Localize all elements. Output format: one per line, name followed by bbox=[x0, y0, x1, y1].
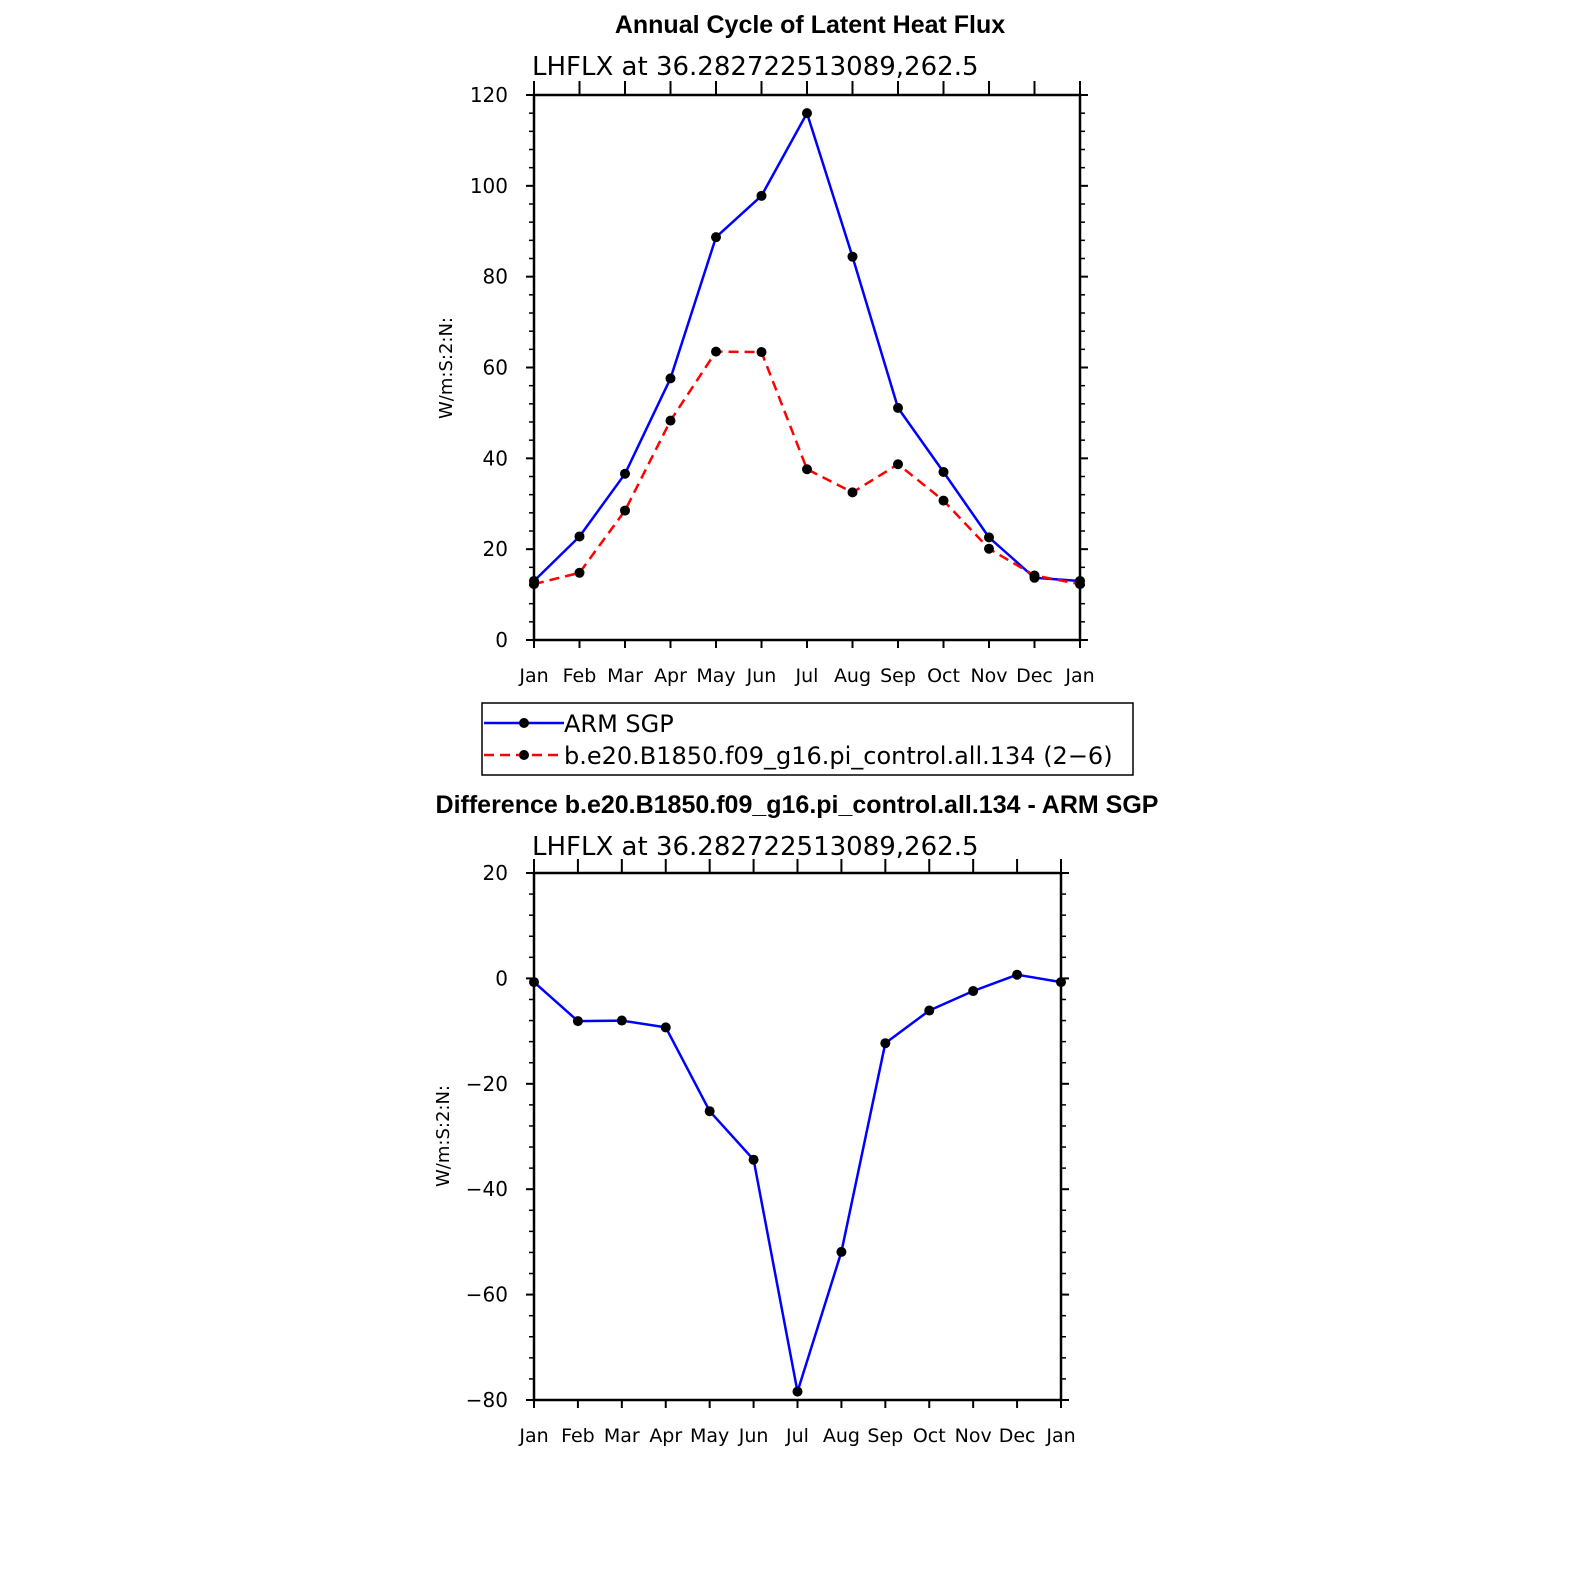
chart1-xtick-label: Aug bbox=[834, 665, 871, 687]
chart1-series-1-point bbox=[620, 505, 630, 516]
chart2-series-0-point bbox=[572, 1016, 583, 1027]
chart2-series-0-point bbox=[616, 1015, 627, 1026]
chart1-series-0-point bbox=[847, 251, 858, 262]
chart2-series-0-point bbox=[748, 1154, 759, 1165]
chart2-ytick-label: −80 bbox=[466, 1388, 508, 1412]
chart2-ytick-label: −60 bbox=[466, 1283, 508, 1307]
chart2-xtick-label: Jun bbox=[738, 1425, 769, 1447]
chart1-xtick-label: Feb bbox=[563, 665, 597, 687]
chart2-xtick-label: Apr bbox=[649, 1425, 682, 1447]
chart2-xtick-label: Dec bbox=[999, 1425, 1036, 1447]
chart1-ytick-label: 100 bbox=[470, 174, 508, 198]
chart1-series-0-point bbox=[893, 402, 903, 413]
chart2-xtick-label: Feb bbox=[561, 1425, 595, 1447]
chart1-ytick-label: 120 bbox=[470, 83, 508, 107]
chart1-series-0-point bbox=[984, 532, 994, 543]
chart1-series-1-point bbox=[847, 487, 858, 498]
chart2-title: Difference b.e20.B1850.f09_g16.pi_contro… bbox=[436, 791, 1159, 819]
chart1-ytick-label: 40 bbox=[483, 446, 508, 470]
chart2-series-0-point bbox=[529, 977, 539, 988]
chart2-ylabel: W/m:S:2:N: bbox=[433, 1085, 454, 1187]
chart1-series-0-point bbox=[938, 466, 949, 477]
chart1-xtick-label: Dec bbox=[1016, 665, 1053, 687]
chart1-series-0-point bbox=[756, 190, 767, 201]
chart1-series-1-point bbox=[893, 459, 903, 470]
chart2-xtick-label: Sep bbox=[867, 1425, 903, 1447]
chart2-series-0-point bbox=[924, 1005, 935, 1016]
legend-label-model: b.e20.B1850.f09_g16.pi_control.all.134 (… bbox=[564, 742, 1113, 770]
chart2-plot: Jan Feb Mar Apr May Jun Jul Aug Sep Oct Nov Dec Jan−… bbox=[466, 859, 1076, 1447]
chart2-xtick-label: Mar bbox=[604, 1425, 640, 1447]
chart2-series-0-point bbox=[836, 1246, 847, 1257]
chart2-series-0-point bbox=[968, 986, 979, 997]
chart2-ytick-label: 0 bbox=[495, 966, 508, 990]
chart2-ytick-label: 20 bbox=[483, 861, 508, 885]
legend-marker-arm-sgp bbox=[519, 718, 529, 728]
chart1-series-1-point bbox=[756, 347, 767, 358]
chart2-ytick-label: −40 bbox=[466, 1177, 508, 1201]
chart1-frame bbox=[532, 93, 1082, 642]
chart1-series-1-point bbox=[984, 543, 994, 554]
chart1-xtick-label: May bbox=[696, 665, 735, 687]
chart1-xtick-label: Mar bbox=[607, 665, 643, 687]
chart2-series-0-point bbox=[1056, 977, 1066, 988]
chart1-series-1-point bbox=[1029, 570, 1040, 581]
chart1-ylabel: W/m:S:2:N: bbox=[436, 317, 457, 419]
chart2-xtick-label: Jul bbox=[785, 1425, 809, 1447]
chart2-xtick-label: Nov bbox=[955, 1425, 992, 1447]
chart2-subtitle: LHFLX at 36.282722513089,262.5 bbox=[532, 832, 979, 862]
legend: ARM SGP b.e20.B1850.f09_g16.pi_control.a… bbox=[481, 702, 1134, 776]
chart1-xtick-label: Sep bbox=[880, 665, 916, 687]
chart2-series-0-point bbox=[880, 1038, 891, 1049]
chart1-series-0-point bbox=[711, 232, 721, 243]
chart1-xtick-label: Jun bbox=[746, 665, 777, 687]
chart1-series-1-point bbox=[802, 464, 812, 475]
chart1-xtick-label: Jan bbox=[518, 665, 548, 687]
chart1-series-1-point bbox=[529, 579, 539, 590]
chart1-ytick-label: 0 bbox=[495, 628, 508, 652]
chart1-series-0-point bbox=[574, 531, 585, 542]
chart1-xtick-label: Jan bbox=[1064, 665, 1094, 687]
chart1-ytick-label: 80 bbox=[483, 265, 508, 289]
chart1-plot: Jan Feb Mar Apr May Jun Jul Aug Sep Oct Nov Dec Jan 0… bbox=[470, 81, 1095, 687]
chart1-ytick-label: 60 bbox=[483, 356, 508, 380]
chart2-xtick-label: Oct bbox=[913, 1425, 946, 1447]
chart1-series-0-point bbox=[620, 468, 630, 479]
chart1-series-0-point bbox=[665, 373, 676, 384]
chart1-series-1-point bbox=[574, 567, 585, 578]
chart2-xtick-label: May bbox=[690, 1425, 729, 1447]
chart1-xtick-label: Nov bbox=[970, 665, 1007, 687]
chart2-series-0-line bbox=[533, 973, 1062, 1393]
chart1-xtick-label: Jul bbox=[795, 665, 819, 687]
chart1-series-0-point bbox=[802, 108, 812, 119]
chart2-series-0-point bbox=[792, 1386, 803, 1397]
chart1-ytick-label: 20 bbox=[483, 537, 508, 561]
chart1-xtick-label: Apr bbox=[654, 665, 687, 687]
chart1-series-1-point bbox=[665, 415, 676, 426]
chart1-title: Annual Cycle of Latent Heat Flux bbox=[615, 11, 1005, 39]
chart2-frame bbox=[532, 871, 1063, 1402]
chart2-xtick-label: Aug bbox=[823, 1425, 860, 1447]
chart1-series-1-point bbox=[711, 346, 721, 357]
chart1-series-1-point bbox=[1075, 579, 1085, 590]
legend-label-arm-sgp: ARM SGP bbox=[564, 710, 674, 738]
legend-box bbox=[481, 702, 1134, 776]
chart2-series-0-point bbox=[704, 1106, 715, 1117]
chart2-xtick-label: Jan bbox=[518, 1425, 548, 1447]
chart2-series-0-point bbox=[660, 1022, 671, 1033]
chart2-series-0-point bbox=[1012, 969, 1023, 980]
chart2-xtick-label: Jan bbox=[1045, 1425, 1075, 1447]
chart1-series-1-point bbox=[938, 495, 949, 506]
chart1-xtick-label: Oct bbox=[927, 665, 960, 687]
chart1-subtitle: LHFLX at 36.282722513089,262.5 bbox=[532, 52, 979, 82]
chart1-series-0-line bbox=[533, 111, 1081, 583]
legend-marker-model bbox=[519, 750, 529, 760]
chart2-ytick-label: −20 bbox=[466, 1072, 508, 1096]
